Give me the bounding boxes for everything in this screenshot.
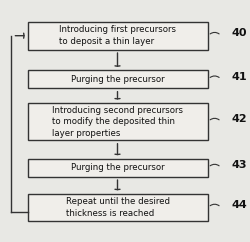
Text: 44: 44 <box>231 200 247 210</box>
FancyBboxPatch shape <box>28 22 208 50</box>
Text: 42: 42 <box>231 114 247 124</box>
Text: Introducing second precursors
to modify the deposited thin
layer properties: Introducing second precursors to modify … <box>52 106 183 137</box>
Text: 41: 41 <box>231 72 247 82</box>
FancyBboxPatch shape <box>28 159 208 177</box>
Text: Introducing first precursors
to deposit a thin layer: Introducing first precursors to deposit … <box>59 25 176 46</box>
FancyBboxPatch shape <box>28 194 208 221</box>
Text: Purging the precursor: Purging the precursor <box>71 163 164 172</box>
Text: 43: 43 <box>231 160 247 170</box>
Text: Repeat until the desired
thickness is reached: Repeat until the desired thickness is re… <box>66 197 170 218</box>
Text: 40: 40 <box>231 28 247 38</box>
FancyBboxPatch shape <box>28 103 208 140</box>
FancyBboxPatch shape <box>28 70 208 88</box>
Text: Purging the precursor: Purging the precursor <box>71 75 164 84</box>
